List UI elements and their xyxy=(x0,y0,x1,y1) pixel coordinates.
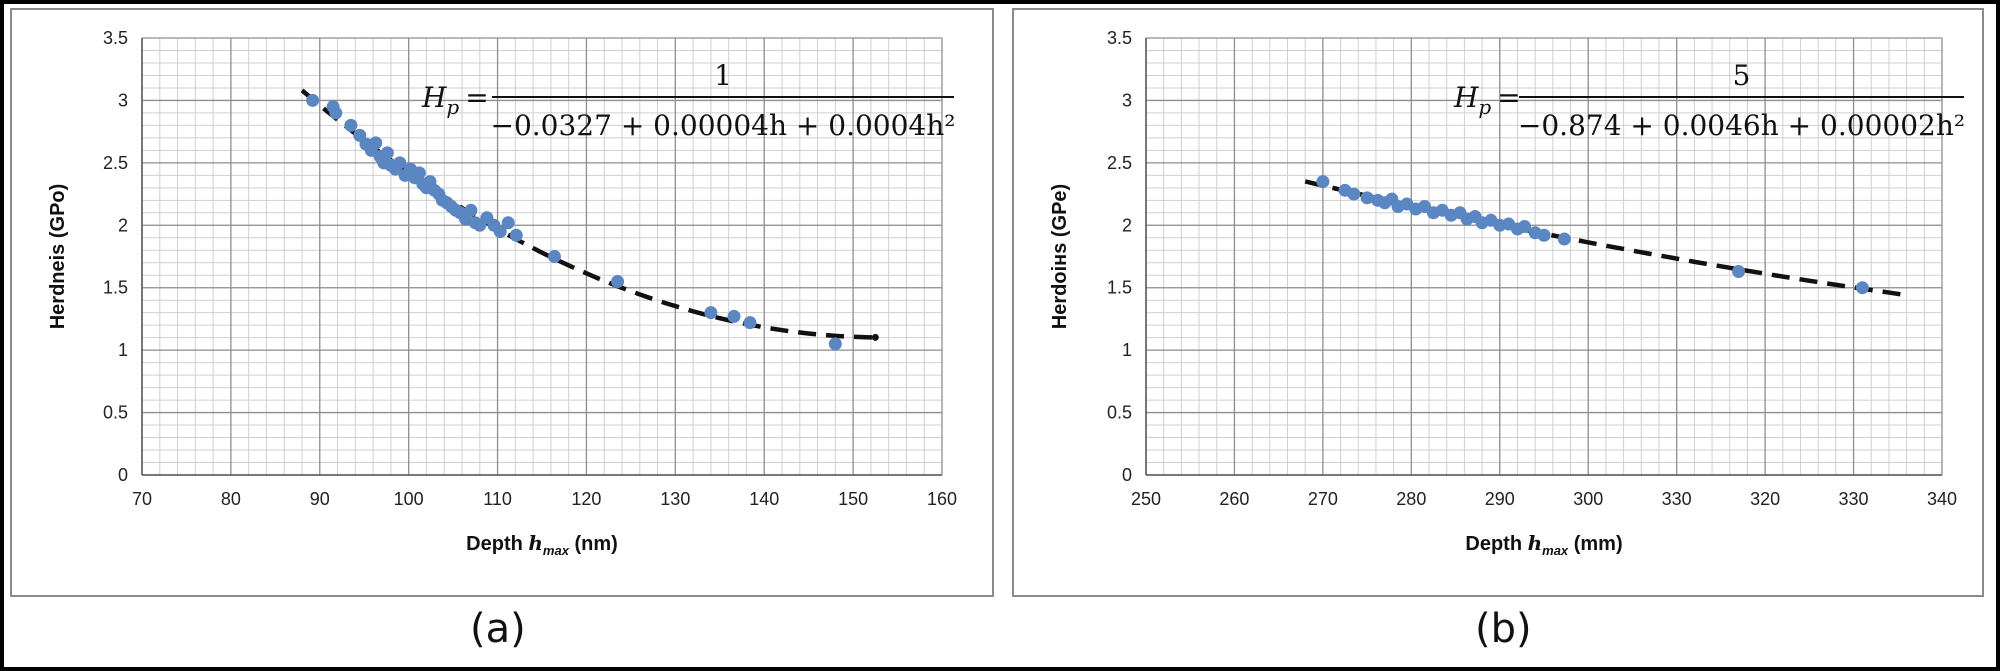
x-tick-label: 340 xyxy=(1927,489,1957,509)
data-point xyxy=(727,309,741,323)
data-point xyxy=(306,93,320,107)
data-point xyxy=(329,106,343,120)
x-tick-label: 260 xyxy=(1219,489,1249,509)
x-tick-label: 250 xyxy=(1131,489,1161,509)
minor-grid xyxy=(1145,37,1943,476)
y-tick-label: 2 xyxy=(118,215,128,235)
y-tick-label: 3.5 xyxy=(1107,28,1132,48)
major-grid xyxy=(141,37,943,476)
y-tick-label: 1 xyxy=(1122,340,1132,360)
y-tick-label: 2.5 xyxy=(103,153,128,173)
data-point xyxy=(547,250,561,263)
caption-a: (a) xyxy=(470,606,526,652)
data-point xyxy=(393,156,407,170)
y-tick-label: 2.5 xyxy=(1107,153,1132,173)
x-tick-label: 270 xyxy=(1308,489,1338,509)
fit-equation: Hp = 5 −0.874 + 0.0046h + 0.00002h² xyxy=(1453,59,1965,142)
data-point xyxy=(611,274,625,288)
y-tick-label: 1.5 xyxy=(1107,278,1132,298)
data-point xyxy=(380,146,394,160)
equation-lhs: Hp = xyxy=(1453,81,1521,119)
curve-end-dot xyxy=(871,333,879,341)
data-point xyxy=(704,306,718,320)
equation-numerator: 1 xyxy=(714,59,732,92)
equation-lhs: Hp = xyxy=(421,81,489,119)
chart-b: 250 260 270 280 290 300 330 320 330 340 0 0.5 1 1.5 2 2… xyxy=(1049,28,1965,558)
x-axis-label: Depth hmax (mm) xyxy=(1465,531,1622,558)
y-tick-label: 3 xyxy=(118,90,128,110)
y-tick-label: 1 xyxy=(118,340,128,360)
x-tick-label: 80 xyxy=(221,489,241,509)
data-point xyxy=(1347,187,1361,201)
fit-equation: Hp = 1 −0.0327 + 0.00004h + 0.0004h² xyxy=(421,59,956,142)
y-axis-label: Herdoiнs (GPe) xyxy=(1049,184,1071,329)
x-tick-label: 90 xyxy=(310,489,330,509)
equation-denominator: −0.874 + 0.0046h + 0.00002h² xyxy=(1518,109,1965,142)
x-tick-label: 280 xyxy=(1396,489,1426,509)
data-point xyxy=(509,228,523,242)
data-point xyxy=(1316,175,1330,189)
data-point xyxy=(1557,232,1571,246)
data-point xyxy=(369,136,383,150)
x-tick-label: 100 xyxy=(394,489,424,509)
data-point xyxy=(1732,264,1746,278)
data-point xyxy=(1855,281,1869,295)
x-tick-label: 300 xyxy=(1573,489,1603,509)
y-tick-label: 0.5 xyxy=(1107,403,1132,423)
chart-panel-b: 250 260 270 280 290 300 330 320 330 340 0 0.5 1 1.5 2 2… xyxy=(1012,8,1984,597)
data-point xyxy=(1360,191,1374,205)
data-point xyxy=(493,225,507,239)
x-tick-label: 110 xyxy=(483,489,512,509)
major-grid xyxy=(1145,37,1943,476)
data-point xyxy=(501,216,515,230)
y-tick-label: 0 xyxy=(118,465,128,485)
data-points xyxy=(1316,175,1869,295)
y-tick-label: 0.5 xyxy=(103,403,128,423)
data-point xyxy=(464,203,478,217)
x-tick-label: 330 xyxy=(1662,489,1692,509)
data-point xyxy=(344,118,358,132)
x-tick-label: 140 xyxy=(749,489,779,509)
x-tick-label: 150 xyxy=(838,489,868,509)
x-tick-label: 290 xyxy=(1485,489,1515,509)
y-tick-label: 1.5 xyxy=(103,278,128,298)
x-axis-label: Depth hmax (nm) xyxy=(466,531,618,558)
minor-grid xyxy=(141,37,943,476)
x-tick-label: 130 xyxy=(660,489,690,509)
data-point xyxy=(412,166,426,180)
x-tick-label: 320 xyxy=(1750,489,1780,509)
caption-b: (b) xyxy=(1475,606,1532,652)
equation-denominator: −0.0327 + 0.00004h + 0.0004h² xyxy=(490,109,955,142)
x-tick-label: 120 xyxy=(571,489,601,509)
y-tick-label: 3.5 xyxy=(103,28,128,48)
chart-panel-a: 70 80 90 100 110 120 130 140 150 160 0 0.5 1 1.5 2 2.5 3… xyxy=(10,8,994,597)
x-tick-label: 160 xyxy=(927,489,957,509)
data-point xyxy=(1518,220,1532,234)
equation-numerator: 5 xyxy=(1733,59,1751,92)
x-tick-label: 70 xyxy=(132,489,152,509)
data-points xyxy=(306,93,842,351)
y-tick-label: 0 xyxy=(1122,465,1132,485)
data-point xyxy=(1537,228,1551,242)
chart-a: 70 80 90 100 110 120 130 140 150 160 0 0.5 1 1.5 2 2.5 3… xyxy=(47,28,957,558)
y-tick-label: 3 xyxy=(1122,90,1132,110)
data-point xyxy=(743,316,757,330)
y-tick-label: 2 xyxy=(1122,215,1132,235)
x-tick-label: 330 xyxy=(1839,489,1869,509)
data-point xyxy=(828,337,842,351)
y-axis-label: Herdneis (GPo) xyxy=(47,184,69,330)
fit-curve xyxy=(1304,179,1907,298)
